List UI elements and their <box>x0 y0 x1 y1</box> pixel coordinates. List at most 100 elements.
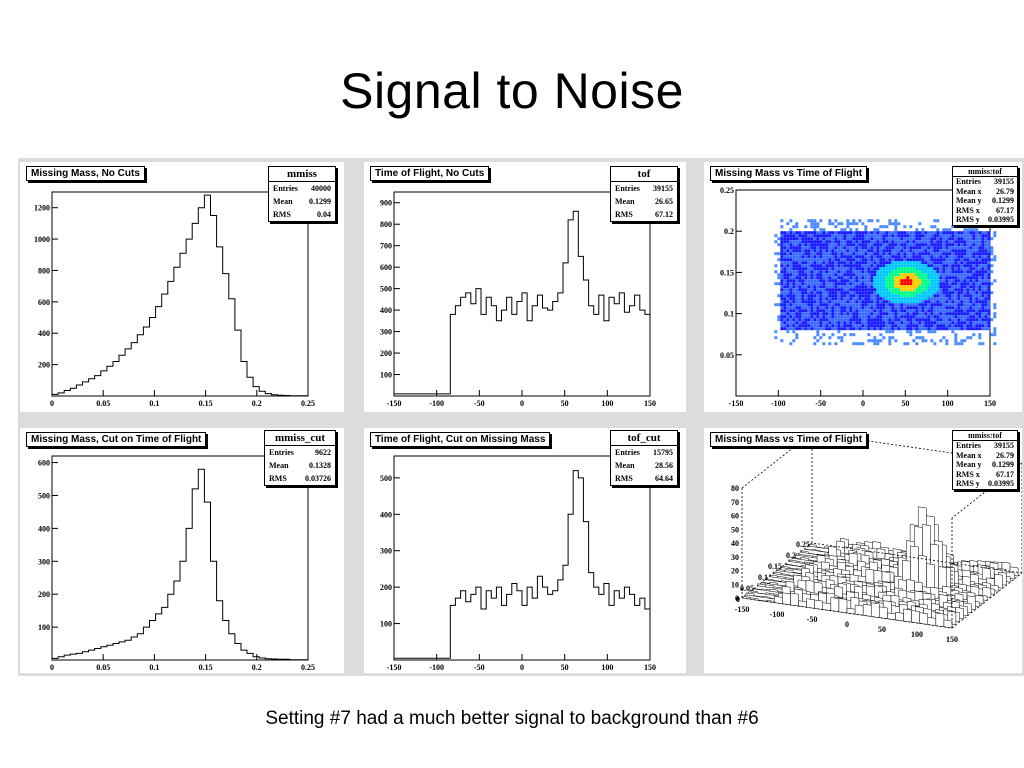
heatmap-cell <box>813 327 817 331</box>
heatmap-cell <box>786 243 790 247</box>
heatmap-cell <box>864 279 868 283</box>
heatmap-cell <box>924 237 928 241</box>
heatmap-cell <box>936 321 940 325</box>
heatmap-cell <box>852 246 856 250</box>
heatmap-cell <box>855 327 859 331</box>
lego-bar <box>753 588 762 591</box>
lego-bar <box>800 557 809 561</box>
heatmap-cell <box>831 309 835 313</box>
heatmap-cell <box>885 258 889 262</box>
heatmap-cell <box>882 303 886 307</box>
heatmap-cell <box>882 312 886 316</box>
heatmap-cell <box>957 255 961 259</box>
lego-bar <box>854 604 864 616</box>
heatmap-cell <box>798 267 802 271</box>
heatmap-cell <box>960 288 964 292</box>
histogram-bin <box>143 327 149 396</box>
heatmap-cell <box>891 255 895 259</box>
heatmap-cell <box>939 321 943 325</box>
heatmap-cell <box>858 342 862 346</box>
heatmap-cell <box>819 297 823 301</box>
heatmap-cell <box>783 303 787 307</box>
heatmap-cell <box>975 279 979 283</box>
stats-value: 9622 <box>315 448 331 457</box>
heatmap-cell <box>912 339 916 343</box>
heatmap-cell <box>801 324 805 328</box>
heatmap-cell <box>948 243 952 247</box>
heatmap-cell <box>780 255 784 259</box>
heatmap-cell <box>951 318 955 322</box>
heatmap-cell <box>789 288 793 292</box>
heatmap-cell <box>939 231 943 235</box>
heatmap-cell <box>921 318 925 322</box>
heatmap-cell <box>843 309 847 313</box>
heatmap-cell <box>984 252 988 256</box>
heatmap-cell <box>891 240 895 244</box>
y-tick-label: 600 <box>380 263 392 272</box>
heatmap-cell <box>861 261 865 265</box>
histogram-bin <box>589 573 594 660</box>
heatmap-cell <box>888 303 892 307</box>
heatmap-cell <box>831 240 835 244</box>
heatmap-cell <box>846 276 850 280</box>
heatmap-cell <box>783 279 787 283</box>
heatmap-cell <box>927 249 931 253</box>
heatmap-cell <box>906 246 910 250</box>
histogram-bin <box>125 640 131 660</box>
heatmap-cell <box>873 270 877 274</box>
heatmap-cell <box>975 315 979 319</box>
heatmap-cell <box>777 273 781 277</box>
heatmap-cell <box>933 330 937 334</box>
heatmap-cell <box>873 294 877 298</box>
heatmap-cell <box>861 264 865 268</box>
heatmap-cell <box>786 327 790 331</box>
heatmap-cell <box>837 294 841 298</box>
heatmap-cell <box>966 336 970 340</box>
heatmap-cell <box>891 315 895 319</box>
heatmap-cell <box>786 279 790 283</box>
heatmap-cell <box>981 261 985 265</box>
heatmap-cell <box>945 255 949 259</box>
lego-bar <box>815 546 825 549</box>
heatmap-cell <box>783 255 787 259</box>
heatmap-cell <box>945 342 949 346</box>
heatmap-cell <box>777 243 781 247</box>
heatmap-cell <box>783 300 787 304</box>
heatmap-cell <box>936 318 940 322</box>
heatmap-cell <box>867 270 871 274</box>
heatmap-cell <box>897 288 901 292</box>
heatmap-cell <box>894 339 898 343</box>
heatmap-cell <box>951 321 955 325</box>
heatmap-cell <box>906 309 910 313</box>
heatmap-cell <box>837 282 841 286</box>
heatmap-cell <box>975 264 979 268</box>
heatmap-cell <box>906 318 910 322</box>
stats-value: 26.65 <box>655 197 673 206</box>
heatmap-cell <box>864 288 868 292</box>
heatmap-cell <box>957 243 961 247</box>
heatmap-cell <box>963 276 967 280</box>
heatmap-cell <box>951 249 955 253</box>
heatmap-cell <box>957 240 961 244</box>
heatmap-cell <box>909 321 913 325</box>
heatmap-cell <box>816 285 820 289</box>
heatmap-cell <box>843 273 847 277</box>
heatmap-cell <box>936 219 940 223</box>
heatmap-cell <box>864 225 868 229</box>
heatmap-cell <box>897 240 901 244</box>
heatmap-cell <box>834 300 838 304</box>
heatmap-cell <box>984 234 988 238</box>
heatmap-cell <box>954 252 958 256</box>
heatmap-cell <box>858 270 862 274</box>
heatmap-cell <box>831 324 835 328</box>
heatmap-cell <box>966 321 970 325</box>
heatmap-cell <box>924 282 928 286</box>
heatmap-cell <box>984 318 988 322</box>
heatmap-cell <box>873 291 877 295</box>
heatmap-cell <box>987 243 991 247</box>
heatmap-cell <box>855 297 859 301</box>
heatmap-cell <box>942 249 946 253</box>
heatmap-cell <box>954 315 958 319</box>
heatmap-cell <box>807 318 811 322</box>
heatmap-cell <box>921 240 925 244</box>
